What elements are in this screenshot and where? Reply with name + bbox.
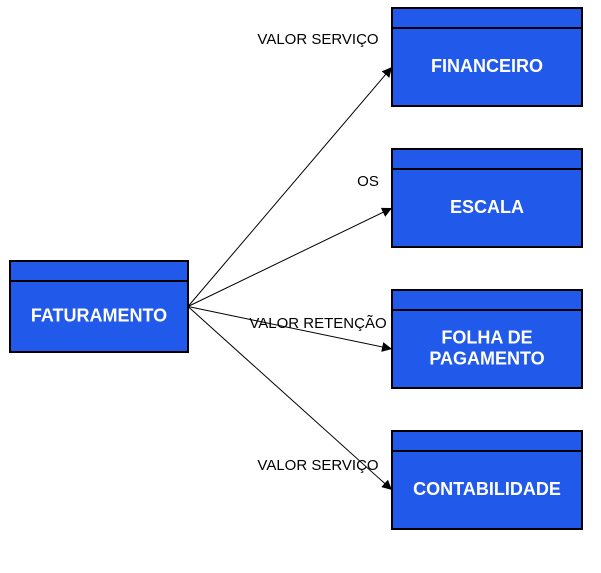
node-contabilidade: CONTABILIDADE [392,431,582,529]
edge-label-faturamento-to-escala: OS [357,173,379,190]
node-faturamento: FATURAMENTO [10,261,188,352]
edge-label-faturamento-to-folha: VALOR RETENÇÃO [249,315,386,332]
node-label-contabilidade: CONTABILIDADE [413,479,561,499]
node-label-financeiro: FINANCEIRO [431,56,543,76]
node-label-faturamento: FATURAMENTO [31,305,167,325]
node-folha: FOLHA DEPAGAMENTO [392,290,582,388]
node-label-folha: FOLHA DEPAGAMENTO [429,327,544,368]
node-escala: ESCALA [392,149,582,247]
diagram-canvas: VALOR SERVIÇO OS VALOR RETENÇÃO VALOR SERVI… [0,0,601,573]
node-label-escala: ESCALA [450,197,524,217]
edge-label-faturamento-to-contabilidade: VALOR SERVIÇO [257,457,378,474]
edge-label-faturamento-to-financeiro: VALOR SERVIÇO [257,31,378,48]
node-financeiro: FINANCEIRO [392,8,582,106]
